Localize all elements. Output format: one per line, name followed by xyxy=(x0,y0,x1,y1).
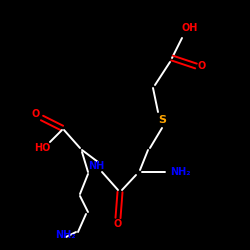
Text: O: O xyxy=(32,109,40,119)
Text: O: O xyxy=(198,61,206,71)
Text: NH₂: NH₂ xyxy=(170,167,190,177)
Text: OH: OH xyxy=(182,23,198,33)
Text: S: S xyxy=(158,115,166,125)
Text: HO: HO xyxy=(34,143,50,153)
Text: NH: NH xyxy=(88,161,104,171)
Text: NH₂: NH₂ xyxy=(55,230,75,240)
Text: O: O xyxy=(114,219,122,229)
